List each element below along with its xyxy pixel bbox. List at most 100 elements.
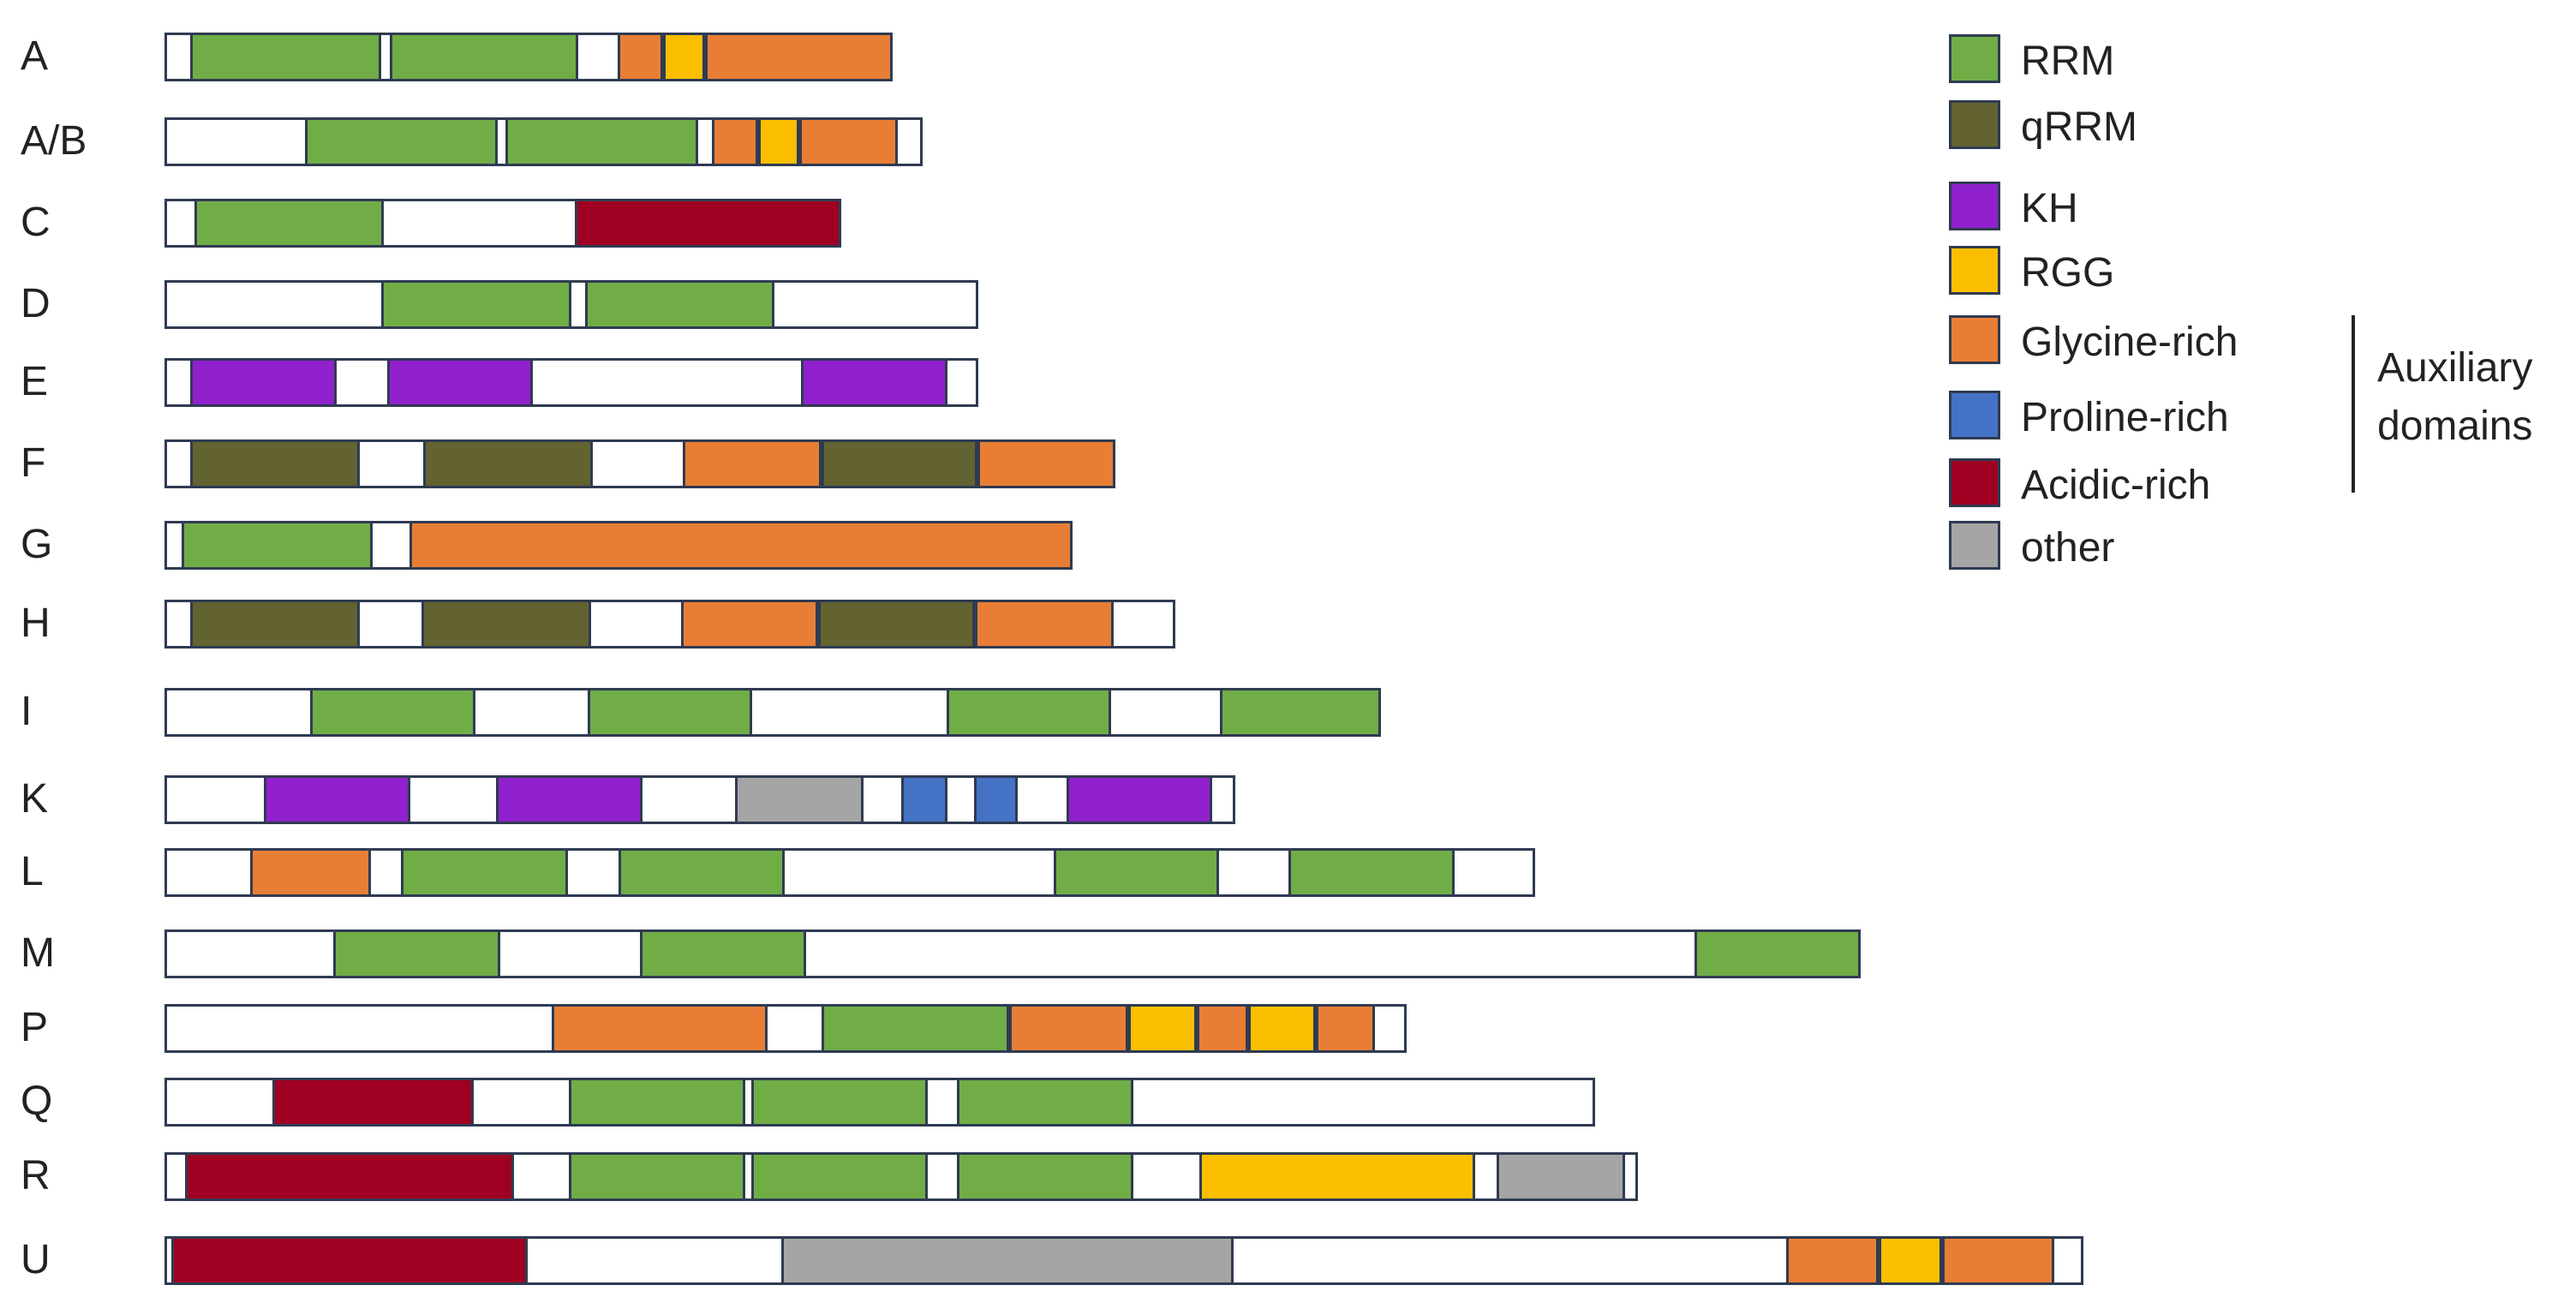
legend-swatch (1949, 182, 2000, 230)
row-label: R (21, 1153, 51, 1198)
protein-bar (164, 775, 1235, 824)
domain-segment-rrm (569, 1080, 745, 1124)
domain-segment-rrm (751, 1080, 928, 1124)
domain-segment-acid (171, 1239, 528, 1282)
domain-segment-rrm (588, 690, 752, 734)
row-label: G (21, 522, 53, 567)
legend-swatch (1949, 315, 2000, 364)
domain-segment-gly (1009, 1007, 1128, 1050)
domain-segment-rgg (1248, 1007, 1316, 1050)
domain-segment-rrm (381, 283, 571, 326)
domain-segment-rrm (194, 201, 384, 245)
domain-segment-rgg (758, 120, 799, 164)
domain-segment-gly (250, 851, 371, 894)
domain-segment-kh (1067, 778, 1212, 822)
row-label: L (21, 849, 44, 894)
domain-segment-rgg (1199, 1155, 1475, 1198)
domain-segment-rgg (663, 35, 705, 79)
domain-segment-rrm (401, 851, 568, 894)
auxiliary-label-line1: Auxiliary (2377, 345, 2533, 391)
protein-bar (164, 1236, 2083, 1285)
domain-segment-gly (618, 35, 663, 79)
domain-segment-kh (496, 778, 643, 822)
protein-bar (164, 1004, 1407, 1053)
domain-segment-qrrm (822, 442, 977, 486)
domain-segment-kh (190, 361, 337, 404)
legend-swatch (1949, 100, 2000, 149)
legend-label: RRM (2021, 39, 2115, 84)
protein-bar (164, 280, 978, 329)
protein-bar (164, 199, 841, 248)
domain-segment-rrm (957, 1080, 1133, 1124)
domain-segment-rrm (1220, 690, 1378, 734)
row-label: U (21, 1237, 51, 1282)
legend-label: Acidic-rich (2021, 463, 2211, 508)
domain-segment-rgg (1128, 1007, 1197, 1050)
domain-segment-qrrm (818, 602, 975, 646)
legend-swatch (1949, 391, 2000, 439)
row-label: E (21, 359, 49, 404)
row-label: C (21, 200, 51, 245)
domain-segment-rrm (190, 35, 381, 79)
domain-segment-kh (801, 361, 947, 404)
domain-segment-gly (1197, 1007, 1248, 1050)
domain-segment-rrm (1694, 932, 1858, 976)
domain-segment-gly (975, 602, 1114, 646)
auxiliary-bracket-line (2352, 315, 2355, 493)
legend-label: Proline-rich (2021, 395, 2229, 440)
legend-label: RGG (2021, 250, 2115, 296)
domain-segment-rrm (751, 1155, 928, 1198)
domain-segment-rrm (585, 283, 774, 326)
domain-segment-rgg (1879, 1239, 1942, 1282)
domain-segment-rrm (822, 1007, 1009, 1050)
domain-segment-acid (272, 1080, 474, 1124)
domain-segment-gly (712, 120, 758, 164)
domain-segment-gly (705, 35, 890, 79)
protein-bar (164, 33, 893, 81)
domain-segment-qrrm (190, 442, 360, 486)
domain-segment-rrm (569, 1155, 745, 1198)
domain-segment-other (1497, 1155, 1625, 1198)
row-label: A/B (21, 118, 87, 164)
legend-swatch (1949, 246, 2000, 295)
domain-segment-pro (901, 778, 947, 822)
row-label: Q (21, 1079, 53, 1124)
protein-bar (164, 688, 1381, 737)
domain-segment-gly (977, 442, 1113, 486)
auxiliary-label-line2: domains (2377, 403, 2533, 449)
domain-segment-gly (552, 1007, 768, 1050)
domain-segment-qrrm (421, 602, 591, 646)
legend-label: qRRM (2021, 105, 2138, 150)
protein-bar (164, 117, 923, 166)
domain-segment-gly (799, 120, 898, 164)
row-label: D (21, 281, 51, 326)
domain-segment-rrm (305, 120, 498, 164)
row-label: M (21, 930, 55, 976)
domain-segment-other (781, 1239, 1234, 1282)
legend-swatch (1949, 521, 2000, 570)
protein-bar (164, 358, 978, 407)
protein-bar (164, 1152, 1638, 1201)
row-label: I (21, 689, 33, 734)
protein-bar (164, 929, 1861, 978)
row-label: P (21, 1005, 49, 1050)
domain-segment-rrm (1054, 851, 1219, 894)
domain-segment-rrm (505, 120, 698, 164)
protein-bar (164, 521, 1073, 570)
domain-segment-pro (974, 778, 1018, 822)
domain-segment-acid (575, 201, 839, 245)
domain-segment-rrm (390, 35, 578, 79)
domain-segment-rrm (619, 851, 785, 894)
row-label: F (21, 440, 46, 486)
domain-segment-kh (387, 361, 533, 404)
legend-label: other (2021, 525, 2115, 571)
domain-segment-acid (185, 1155, 514, 1198)
domain-segment-gly (1786, 1239, 1879, 1282)
domain-segment-gly (409, 523, 1070, 567)
domain-segment-rrm (310, 690, 475, 734)
row-label: H (21, 601, 51, 646)
legend-label: Glycine-rich (2021, 320, 2238, 365)
domain-segment-rrm (640, 932, 806, 976)
domain-segment-rrm (947, 690, 1111, 734)
